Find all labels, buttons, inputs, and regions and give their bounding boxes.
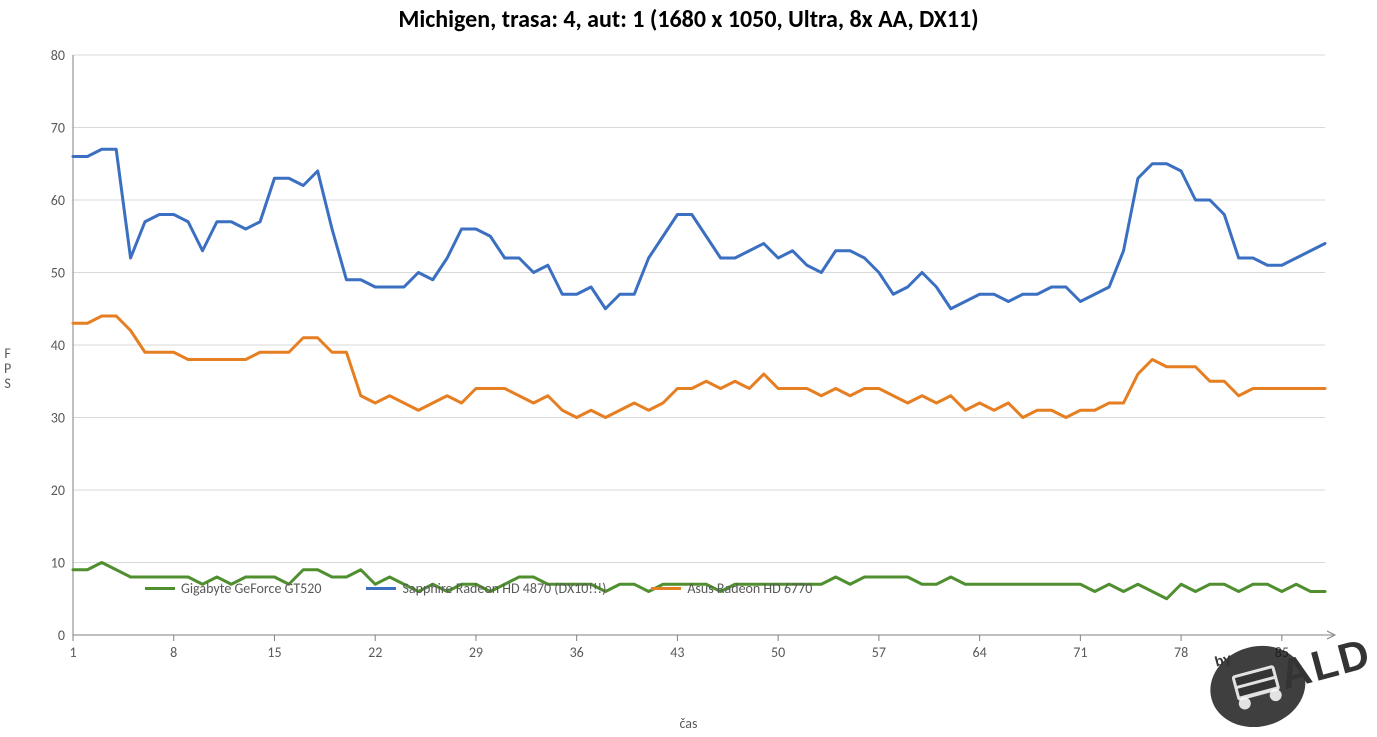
legend-label: Gigabyte GeForce GT520 xyxy=(181,580,321,597)
svg-text:60: 60 xyxy=(51,192,65,209)
svg-text:29: 29 xyxy=(469,644,483,661)
chart-container: Michigen, trasa: 4, aut: 1 (1680 x 1050,… xyxy=(0,0,1377,737)
legend-item: Asus Radeon HD 6770 xyxy=(651,580,812,597)
watermark-logo: by ALDR xyxy=(1177,597,1367,727)
svg-text:15: 15 xyxy=(267,644,281,661)
svg-text:0: 0 xyxy=(58,627,65,644)
svg-text:1: 1 xyxy=(69,644,76,661)
legend-swatch xyxy=(366,587,396,590)
svg-text:40: 40 xyxy=(51,337,65,354)
series-line xyxy=(73,149,1325,309)
svg-text:70: 70 xyxy=(51,120,65,137)
svg-text:36: 36 xyxy=(570,644,584,661)
legend-label: Asus Radeon HD 6770 xyxy=(687,580,812,597)
legend-item: Sapphire Radeon HD 4870 (DX10!!!) xyxy=(366,580,606,597)
plot-area: 0102030405060708018152229364350576471788… xyxy=(45,45,1345,665)
legend-label: Sapphire Radeon HD 4870 (DX10!!!) xyxy=(402,580,606,597)
svg-text:64: 64 xyxy=(973,644,987,661)
svg-text:50: 50 xyxy=(771,644,785,661)
svg-text:8: 8 xyxy=(170,644,177,661)
legend-swatch xyxy=(145,587,175,590)
chart-title: Michigen, trasa: 4, aut: 1 (1680 x 1050,… xyxy=(0,5,1377,34)
svg-text:80: 80 xyxy=(51,47,65,64)
svg-text:10: 10 xyxy=(51,555,65,572)
svg-text:20: 20 xyxy=(51,482,65,499)
watermark-text: ALDR xyxy=(1275,621,1367,699)
x-axis-label: čas xyxy=(0,715,1377,732)
series-line xyxy=(73,316,1325,418)
y-axis-label: FPS xyxy=(4,345,11,391)
legend: Gigabyte GeForce GT520 Sapphire Radeon HD… xyxy=(145,580,812,597)
legend-item: Gigabyte GeForce GT520 xyxy=(145,580,321,597)
svg-text:57: 57 xyxy=(872,644,886,661)
svg-text:50: 50 xyxy=(51,265,65,282)
svg-text:43: 43 xyxy=(670,644,684,661)
svg-text:30: 30 xyxy=(51,410,65,427)
svg-text:22: 22 xyxy=(368,644,382,661)
svg-text:71: 71 xyxy=(1073,644,1087,661)
legend-swatch xyxy=(651,587,681,590)
